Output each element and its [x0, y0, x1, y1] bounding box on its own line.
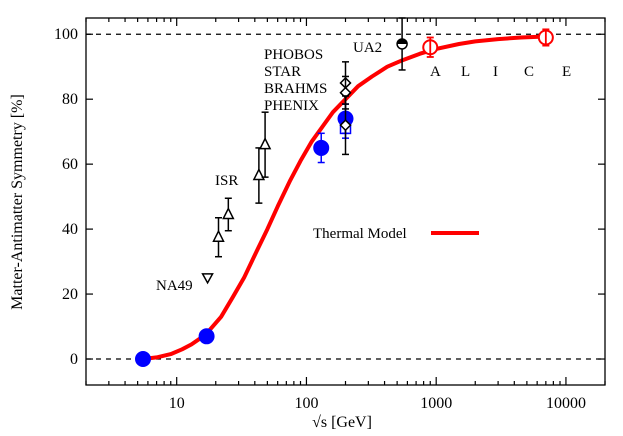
x-tick-label: 10000 [546, 395, 586, 412]
x-tick-label: 100 [294, 395, 318, 412]
plot-area: 0 20 40 60 80 100 10 100 1000 10000 [54, 17, 606, 412]
y-tick-label: 40 [62, 221, 78, 238]
data-point-blue [198, 328, 215, 345]
annotation-star: STAR [264, 64, 301, 80]
annotation-ua2: UA2 [353, 40, 382, 56]
x-axis-title: √s [GeV] [312, 414, 372, 431]
y-tick-label: 80 [62, 91, 78, 108]
annotation-brahms: BRAHMS [264, 81, 327, 97]
annotation-phenix: PHENIX [264, 98, 319, 114]
data-point-diamond [339, 119, 352, 132]
annotation-alice-letter: I [493, 64, 498, 80]
y-tick-label: 0 [70, 351, 78, 368]
legend: Thermal Model [313, 226, 479, 242]
y-tick-label: 100 [54, 26, 78, 43]
data-point-isr [258, 136, 272, 150]
y-tick-label: 60 [62, 156, 78, 173]
data-point-isr [252, 167, 266, 181]
annotation-na49: NA49 [156, 278, 193, 294]
data-point-na49 [201, 273, 214, 285]
data-point-ua2-fill [397, 38, 408, 44]
x-tick-label: 1000 [420, 395, 452, 412]
annotations: ISR PHOBOS STAR BRAHMS PHENIX NA49 UA2 A… [156, 40, 571, 294]
annotation-alice-letter: A [430, 64, 441, 80]
annotation-phobos: PHOBOS [264, 47, 323, 63]
data-point-isr [222, 206, 235, 220]
annotation-alice-letter: C [524, 64, 534, 80]
y-axis-title: Matter-Antimatter Symmetry [%] [9, 94, 26, 310]
x-tick-label: 10 [169, 395, 185, 412]
annotation-alice-letter: L [461, 64, 470, 80]
annotation-isr: ISR [215, 173, 238, 189]
data-point-isr [212, 229, 225, 242]
data-point-blue [313, 139, 330, 156]
data-point-blue [135, 351, 152, 368]
legend-label-thermal-model: Thermal Model [313, 226, 407, 242]
annotation-alice-letter: E [562, 64, 571, 80]
y-tick-label: 20 [62, 286, 78, 303]
